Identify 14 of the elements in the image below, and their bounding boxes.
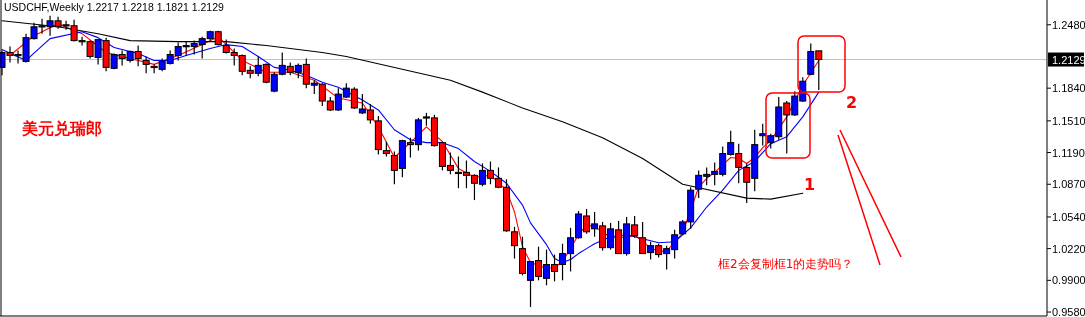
y-tick-label: 1.1510 xyxy=(1052,114,1085,127)
annotation: 2 xyxy=(846,93,858,112)
y-tick-label: 1.2480 xyxy=(1052,18,1085,31)
annotation: 1 xyxy=(804,175,816,194)
y-tick-label: 1.1840 xyxy=(1052,82,1085,95)
y-tick-label: 0.9580 xyxy=(1052,306,1085,317)
y-tick-label: 1.1190 xyxy=(1052,146,1085,159)
annotation: 框2会复制框1的走势吗？ xyxy=(718,257,854,271)
y-tick-label: 1.0870 xyxy=(1052,178,1085,191)
y-tick-label: 1.0220 xyxy=(1052,242,1085,255)
y-tick-label: 1.0540 xyxy=(1052,210,1085,223)
chart-title: USDCHF,Weekly 1.2217 1.2218 1.1821 1.2129 xyxy=(4,1,225,13)
y-tick-label: 0.9900 xyxy=(1052,274,1085,287)
annotation: 美元兑瑞郎 xyxy=(21,119,102,138)
